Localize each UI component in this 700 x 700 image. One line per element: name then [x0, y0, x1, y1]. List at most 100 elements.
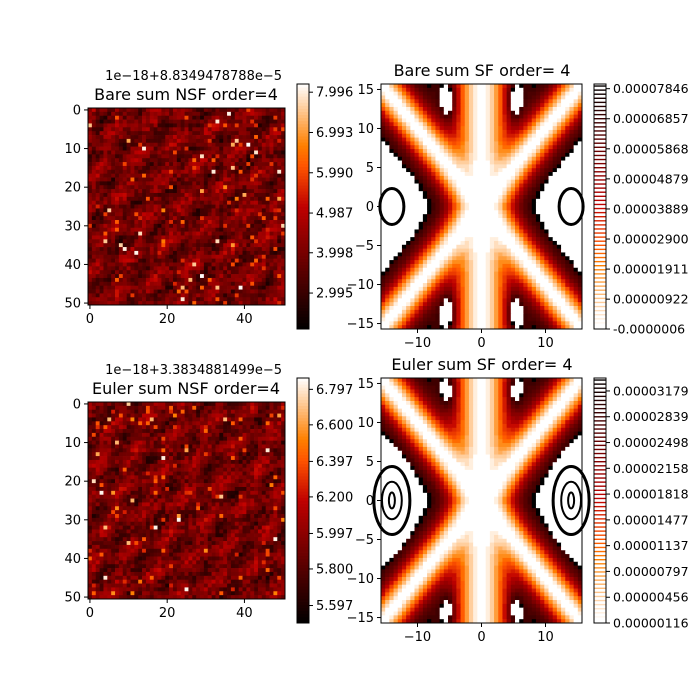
heatmap-cell: [138, 212, 143, 217]
heatmap-cell: [88, 177, 93, 182]
contour-cell: [506, 175, 512, 181]
heatmap-cell: [134, 301, 139, 306]
contour-cell: [481, 202, 487, 207]
heatmap-cell: [103, 158, 108, 163]
contour-cell: [452, 233, 457, 238]
heatmap-cell: [219, 142, 224, 147]
contour-cell: [485, 103, 491, 108]
heatmap-cell: [273, 254, 278, 259]
contour-cell: [535, 141, 541, 146]
contour-cell: [427, 103, 432, 108]
heatmap-cell: [277, 220, 282, 225]
heatmap-cell: [107, 189, 112, 194]
contour-cell: [561, 99, 566, 104]
contour-cell: [481, 129, 487, 135]
heatmap-cell: [211, 208, 216, 213]
contour-cell: [418, 95, 424, 100]
contour-cell: [485, 149, 491, 154]
heatmap-cell: [207, 181, 212, 186]
heatmap-cell: [227, 258, 232, 263]
contour-cell: [410, 84, 415, 89]
heatmap-cell: [172, 208, 178, 213]
contour-cell: [502, 156, 508, 161]
contour-cell: [502, 210, 508, 215]
heatmap-cell: [215, 208, 220, 213]
contour-cell: [535, 202, 541, 207]
heatmap-cell: [111, 262, 116, 267]
contour-cell: [502, 110, 508, 116]
contour-cell: [473, 84, 478, 89]
contour-cell: [397, 91, 403, 96]
heatmap-cell: [91, 135, 97, 140]
colorbar-swatch: [297, 322, 309, 327]
contour-cell: [519, 202, 524, 207]
heatmap-cell: [153, 150, 158, 155]
heatmap-cell: [234, 119, 239, 124]
heatmap-cell: [273, 243, 278, 248]
contour-cell: [531, 206, 537, 211]
contour-cell: [577, 122, 583, 127]
heatmap-cell: [172, 165, 178, 171]
contour-cell: [410, 156, 415, 161]
contour-cell: [439, 103, 445, 108]
heatmap-cell: [234, 216, 239, 221]
contour-cell: [456, 129, 461, 135]
heatmap-cell: [130, 154, 135, 159]
heatmap-cell: [188, 247, 193, 252]
heatmap-cell: [269, 208, 274, 213]
heatmap-cell: [111, 258, 116, 263]
heatmap-cell: [134, 146, 139, 151]
contour-cell: [506, 141, 512, 146]
heatmap-cell: [172, 239, 178, 244]
contour-cell: [481, 256, 487, 261]
contour-cell: [448, 206, 453, 211]
contour-cell: [473, 126, 478, 131]
contour-cell: [401, 195, 407, 200]
contour-cell: [427, 126, 432, 131]
heatmap-cell: [157, 135, 162, 140]
contour-cell: [535, 256, 541, 261]
heatmap-cell: [111, 293, 116, 298]
contour-cell: [544, 248, 549, 253]
contour-cell: [418, 237, 424, 242]
colorbar-swatch: [297, 114, 309, 119]
heatmap-cell: [172, 223, 178, 229]
contour-cell: [485, 229, 491, 234]
heatmap-cell: [242, 119, 247, 124]
heatmap-cell: [184, 127, 189, 132]
contour-cell: [565, 252, 570, 257]
heatmap-cell: [203, 127, 209, 132]
heatmap-cell: [118, 262, 124, 267]
contour-cell: [540, 122, 545, 127]
contour-cell: [456, 256, 461, 261]
heatmap-cell: [172, 173, 178, 178]
heatmap-cell: [234, 250, 239, 256]
contour-cell: [439, 164, 445, 169]
heatmap-cell: [227, 165, 232, 171]
heatmap-cell: [134, 189, 139, 194]
heatmap-cell: [273, 266, 278, 271]
contour-cell: [531, 260, 537, 265]
contour-cell: [552, 198, 558, 204]
heatmap-cell: [138, 285, 143, 290]
contour-cell: [577, 183, 583, 188]
contour-cell: [406, 160, 411, 165]
contour-cell: [401, 263, 407, 269]
contour-cell: [519, 195, 524, 200]
heatmap-cell: [269, 135, 274, 140]
heatmap-cell: [277, 173, 282, 178]
contour-cell: [573, 164, 579, 169]
heatmap-cell: [269, 131, 274, 136]
contour-cell: [443, 195, 449, 200]
contour-cell: [435, 252, 441, 257]
contour-cell: [414, 145, 420, 150]
heatmap-cell: [122, 293, 127, 298]
contour-cell: [527, 168, 533, 173]
contour-cell: [502, 214, 508, 219]
heatmap-cell: [99, 138, 104, 144]
heatmap-cell: [188, 285, 193, 290]
colorbar-swatch: [297, 102, 309, 106]
heatmap-cell: [99, 196, 104, 202]
contour-cell: [573, 145, 579, 150]
heatmap-cell: [184, 243, 189, 248]
